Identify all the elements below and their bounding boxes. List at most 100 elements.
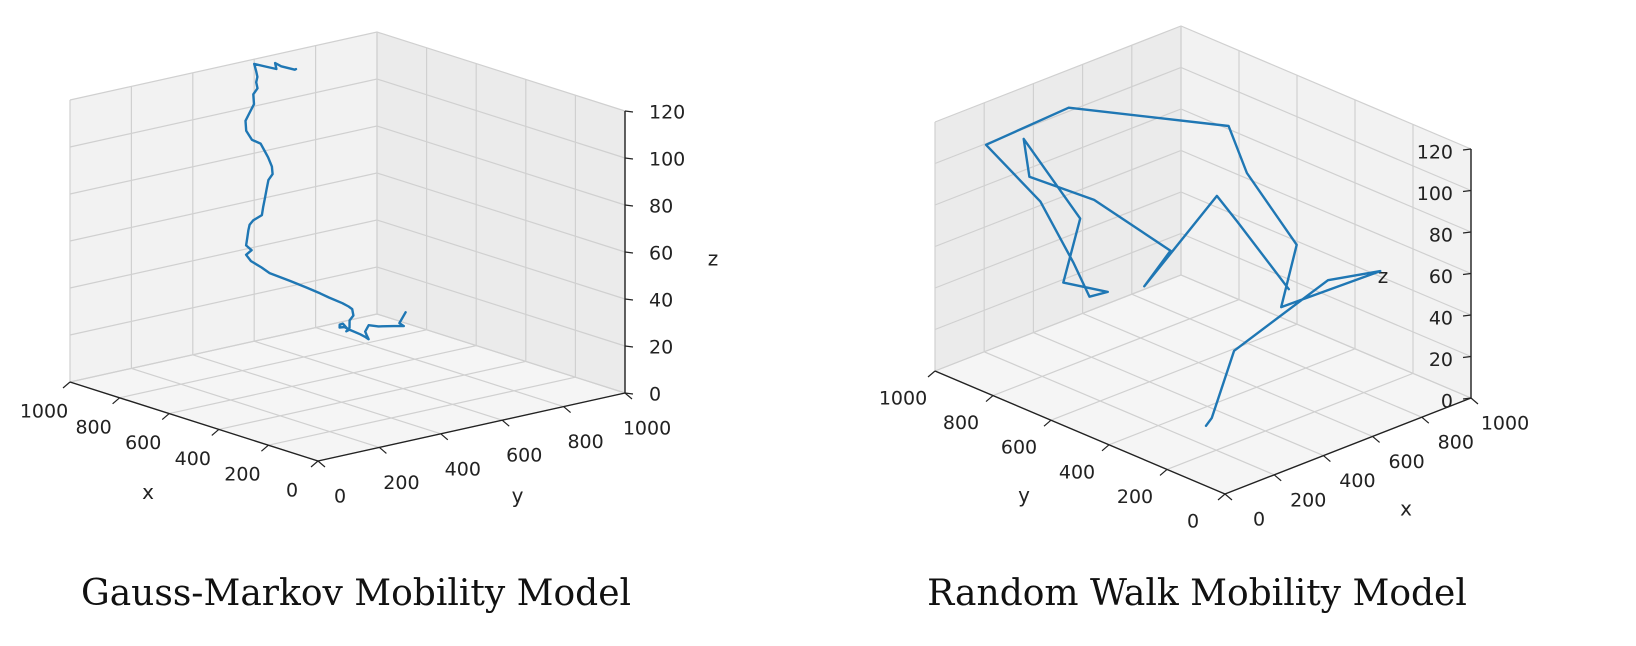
z-tick-label: 0 — [649, 384, 661, 406]
y-tick — [1217, 493, 1226, 501]
x-axis-label: x — [1400, 497, 1412, 521]
x-axis-line — [69, 381, 319, 462]
grid-line-z — [69, 266, 626, 347]
y-tick — [927, 370, 936, 378]
z-tick — [1462, 272, 1472, 276]
y-tick — [440, 433, 449, 441]
z-tick-label: 40 — [1429, 308, 1453, 330]
y-tick — [624, 392, 633, 400]
z-tick-label: 100 — [649, 149, 685, 171]
floor-pane — [935, 275, 1471, 494]
grid-line-z — [69, 31, 626, 112]
y-tick-label: 1000 — [879, 388, 927, 410]
y-tick-label: 800 — [567, 431, 603, 453]
grid-line-z — [934, 274, 1472, 399]
grid-line-z — [934, 108, 1472, 233]
z-tick-label: 60 — [1429, 266, 1453, 288]
x-tick-label: 800 — [1438, 432, 1474, 454]
y-axis-label: y — [1018, 483, 1030, 507]
y-tick-label: 400 — [445, 458, 481, 480]
z-tick — [624, 204, 634, 207]
y-axis-line — [317, 392, 626, 462]
x-tick — [161, 413, 170, 421]
y-tick-label: 600 — [506, 445, 542, 467]
z-tick — [624, 392, 634, 395]
x-tick-label: 200 — [224, 464, 260, 486]
grid-line-z — [934, 25, 1472, 150]
x-tick-label: 1000 — [1481, 413, 1529, 435]
y-axis-label: y — [512, 484, 524, 508]
x-axis-line — [1224, 397, 1472, 495]
z-tick-label: 20 — [649, 337, 673, 359]
x-tick — [1372, 435, 1380, 443]
y-tick — [985, 395, 994, 403]
z-tick-label: 20 — [1429, 349, 1453, 371]
grid-line-z — [69, 125, 626, 206]
trajectory-line — [244, 61, 407, 341]
z-tick-label: 120 — [1417, 142, 1453, 164]
y-tick — [501, 419, 510, 427]
x-tick — [1421, 416, 1430, 424]
x-tick — [1273, 474, 1282, 482]
gauss-markov-3d-plot: 0 200 400 600 800 1000 0 200 400 600 800 1000 0 20 40 6… — [20, 31, 719, 508]
x-tick-label: 1000 — [20, 401, 68, 423]
y-tick-label: 200 — [1117, 486, 1153, 508]
z-tick — [624, 251, 634, 254]
x-tick-label: 600 — [125, 432, 161, 454]
z-tick-label: 80 — [1429, 225, 1453, 247]
caption-gauss-markov: Gauss-Markov Mobility Model — [81, 573, 631, 614]
y-tick-label: 600 — [1001, 437, 1037, 459]
x-tick — [62, 381, 71, 389]
z-tick-label: 80 — [649, 196, 673, 218]
grid-line-z — [69, 78, 626, 159]
x-tick-label: 600 — [1388, 451, 1424, 473]
y-axis-line — [934, 370, 1226, 495]
z-tick-label: 40 — [649, 290, 673, 312]
y-tick — [317, 460, 326, 468]
z-tick — [624, 345, 634, 348]
grid-line-z — [69, 172, 626, 253]
x-tick — [211, 428, 220, 436]
z-tick — [1462, 189, 1472, 193]
x-tick-label: 200 — [1290, 489, 1326, 511]
x-tick — [112, 397, 120, 405]
z-tick-label: 120 — [649, 102, 685, 124]
z-axis-label: z — [708, 247, 719, 271]
x-tick-label: 0 — [1253, 509, 1265, 531]
x-tick — [1323, 455, 1331, 463]
x-tick-label: 400 — [175, 448, 211, 470]
x-tick — [310, 460, 319, 468]
x-tick-label: 800 — [75, 416, 111, 438]
y-tick-label: 1000 — [623, 418, 671, 440]
grid-line-z — [69, 219, 626, 300]
floor-pane — [70, 314, 625, 461]
z-tick-label: 60 — [649, 243, 673, 265]
z-tick — [1462, 231, 1472, 234]
y-tick-label: 800 — [943, 412, 979, 434]
z-axis-label: z — [1378, 264, 1389, 288]
y-tick-label: 200 — [383, 472, 419, 494]
grid-line-z — [934, 149, 1472, 275]
y-tick-label: 0 — [1187, 511, 1199, 533]
z-tick — [1462, 397, 1472, 400]
grid-line-z — [69, 313, 626, 394]
x-tick-label: 400 — [1339, 470, 1375, 492]
z-tick-label: 0 — [1441, 391, 1453, 413]
y-tick-label: 400 — [1059, 461, 1095, 483]
y-tick — [379, 446, 387, 454]
random-walk-3d-plot: 0 200 400 600 800 1000 0 200 400 600 800 1000 0 20 40 6… — [879, 25, 1529, 533]
z-tick-label: 100 — [1417, 183, 1453, 205]
y-tick — [1101, 444, 1110, 452]
x-tick — [1470, 397, 1479, 405]
x-tick — [1224, 493, 1233, 501]
z-tick — [624, 298, 634, 301]
trajectory-line — [984, 106, 1382, 427]
z-tick — [1462, 148, 1472, 151]
x-tick-label: 0 — [286, 480, 298, 502]
grid-line-z — [934, 232, 1472, 358]
x-axis-label: x — [142, 480, 154, 504]
caption-random-walk: Random Walk Mobility Model — [927, 573, 1467, 614]
z-tick — [1462, 355, 1472, 359]
z-tick — [1462, 314, 1472, 317]
